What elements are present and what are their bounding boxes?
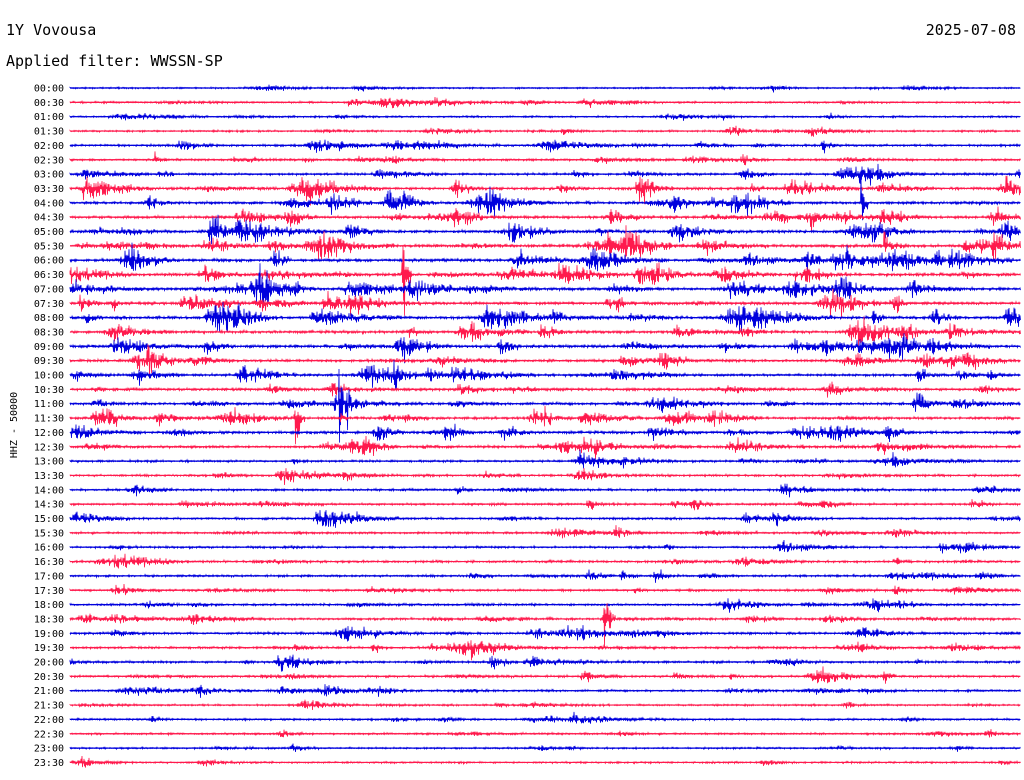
row-time-label: 23:30 <box>34 758 64 769</box>
row-time-label: 17:30 <box>34 586 64 597</box>
row-time-label: 09:00 <box>34 342 64 353</box>
row-time-label: 02:30 <box>34 155 64 166</box>
row-time-label: 10:00 <box>34 371 64 382</box>
row-time-label: 22:30 <box>34 729 64 740</box>
row-time-label: 19:00 <box>34 629 64 640</box>
trace-row <box>69 423 1021 443</box>
row-time-label: 01:00 <box>34 112 64 123</box>
row-time-label: 12:00 <box>34 428 64 439</box>
row-time-label: 22:00 <box>34 715 64 726</box>
row-time-label: 20:00 <box>34 658 64 669</box>
row-time-label: 07:30 <box>34 299 64 310</box>
filter-label: Applied filter: WWSSN-SP <box>6 52 223 70</box>
row-time-label: 18:00 <box>34 600 64 611</box>
row-time-label: 05:30 <box>34 241 64 252</box>
row-time-label: 16:00 <box>34 543 64 554</box>
row-time-label: 18:30 <box>34 614 64 625</box>
row-time-label: 00:00 <box>34 84 64 95</box>
row-time-label: 21:00 <box>34 686 64 697</box>
row-time-label: 11:30 <box>34 414 64 425</box>
row-time-label: 03:30 <box>34 184 64 195</box>
row-time-label: 13:30 <box>34 471 64 482</box>
row-time-label: 02:00 <box>34 141 64 152</box>
row-time-label: 17:00 <box>34 571 64 582</box>
row-time-label: 06:00 <box>34 256 64 267</box>
row-time-label: 00:30 <box>34 98 64 109</box>
row-time-label: 11:00 <box>34 399 64 410</box>
row-time-label: 06:30 <box>34 270 64 281</box>
tick-label-group: 00:00 00:30 01:00 01:30 02:00 02:30 03:00 03:30… <box>34 84 64 769</box>
row-time-label: 09:30 <box>34 356 64 367</box>
row-time-label: 08:00 <box>34 313 64 324</box>
row-time-label: 04:00 <box>34 198 64 209</box>
row-time-label: 19:30 <box>34 643 64 654</box>
row-time-label: 16:30 <box>34 557 64 568</box>
trace-row <box>69 288 1021 319</box>
row-time-label: 21:30 <box>34 701 64 712</box>
trace-row <box>69 263 1021 308</box>
row-time-label: 01:30 <box>34 127 64 138</box>
row-time-label: 20:30 <box>34 672 64 683</box>
row-time-label: 15:30 <box>34 528 64 539</box>
y-axis-label: HHZ - 50000 <box>9 392 20 458</box>
row-time-label: 07:00 <box>34 284 64 295</box>
row-time-label: 15:00 <box>34 514 64 525</box>
row-time-label: 23:00 <box>34 744 64 755</box>
row-time-label: 03:00 <box>34 170 64 181</box>
row-time-label: 14:00 <box>34 485 64 496</box>
row-time-label: 08:30 <box>34 327 64 338</box>
trace-group <box>69 84 1021 768</box>
chart-date: 2025-07-08 <box>926 21 1016 39</box>
station-title: 1Y Vovousa <box>6 21 96 39</box>
row-time-label: 14:30 <box>34 500 64 511</box>
row-time-label: 05:00 <box>34 227 64 238</box>
row-time-label: 10:30 <box>34 385 64 396</box>
row-time-label: 12:30 <box>34 442 64 453</box>
trace-row <box>69 333 1021 364</box>
row-time-label: 04:30 <box>34 213 64 224</box>
row-time-label: 13:00 <box>34 457 64 468</box>
